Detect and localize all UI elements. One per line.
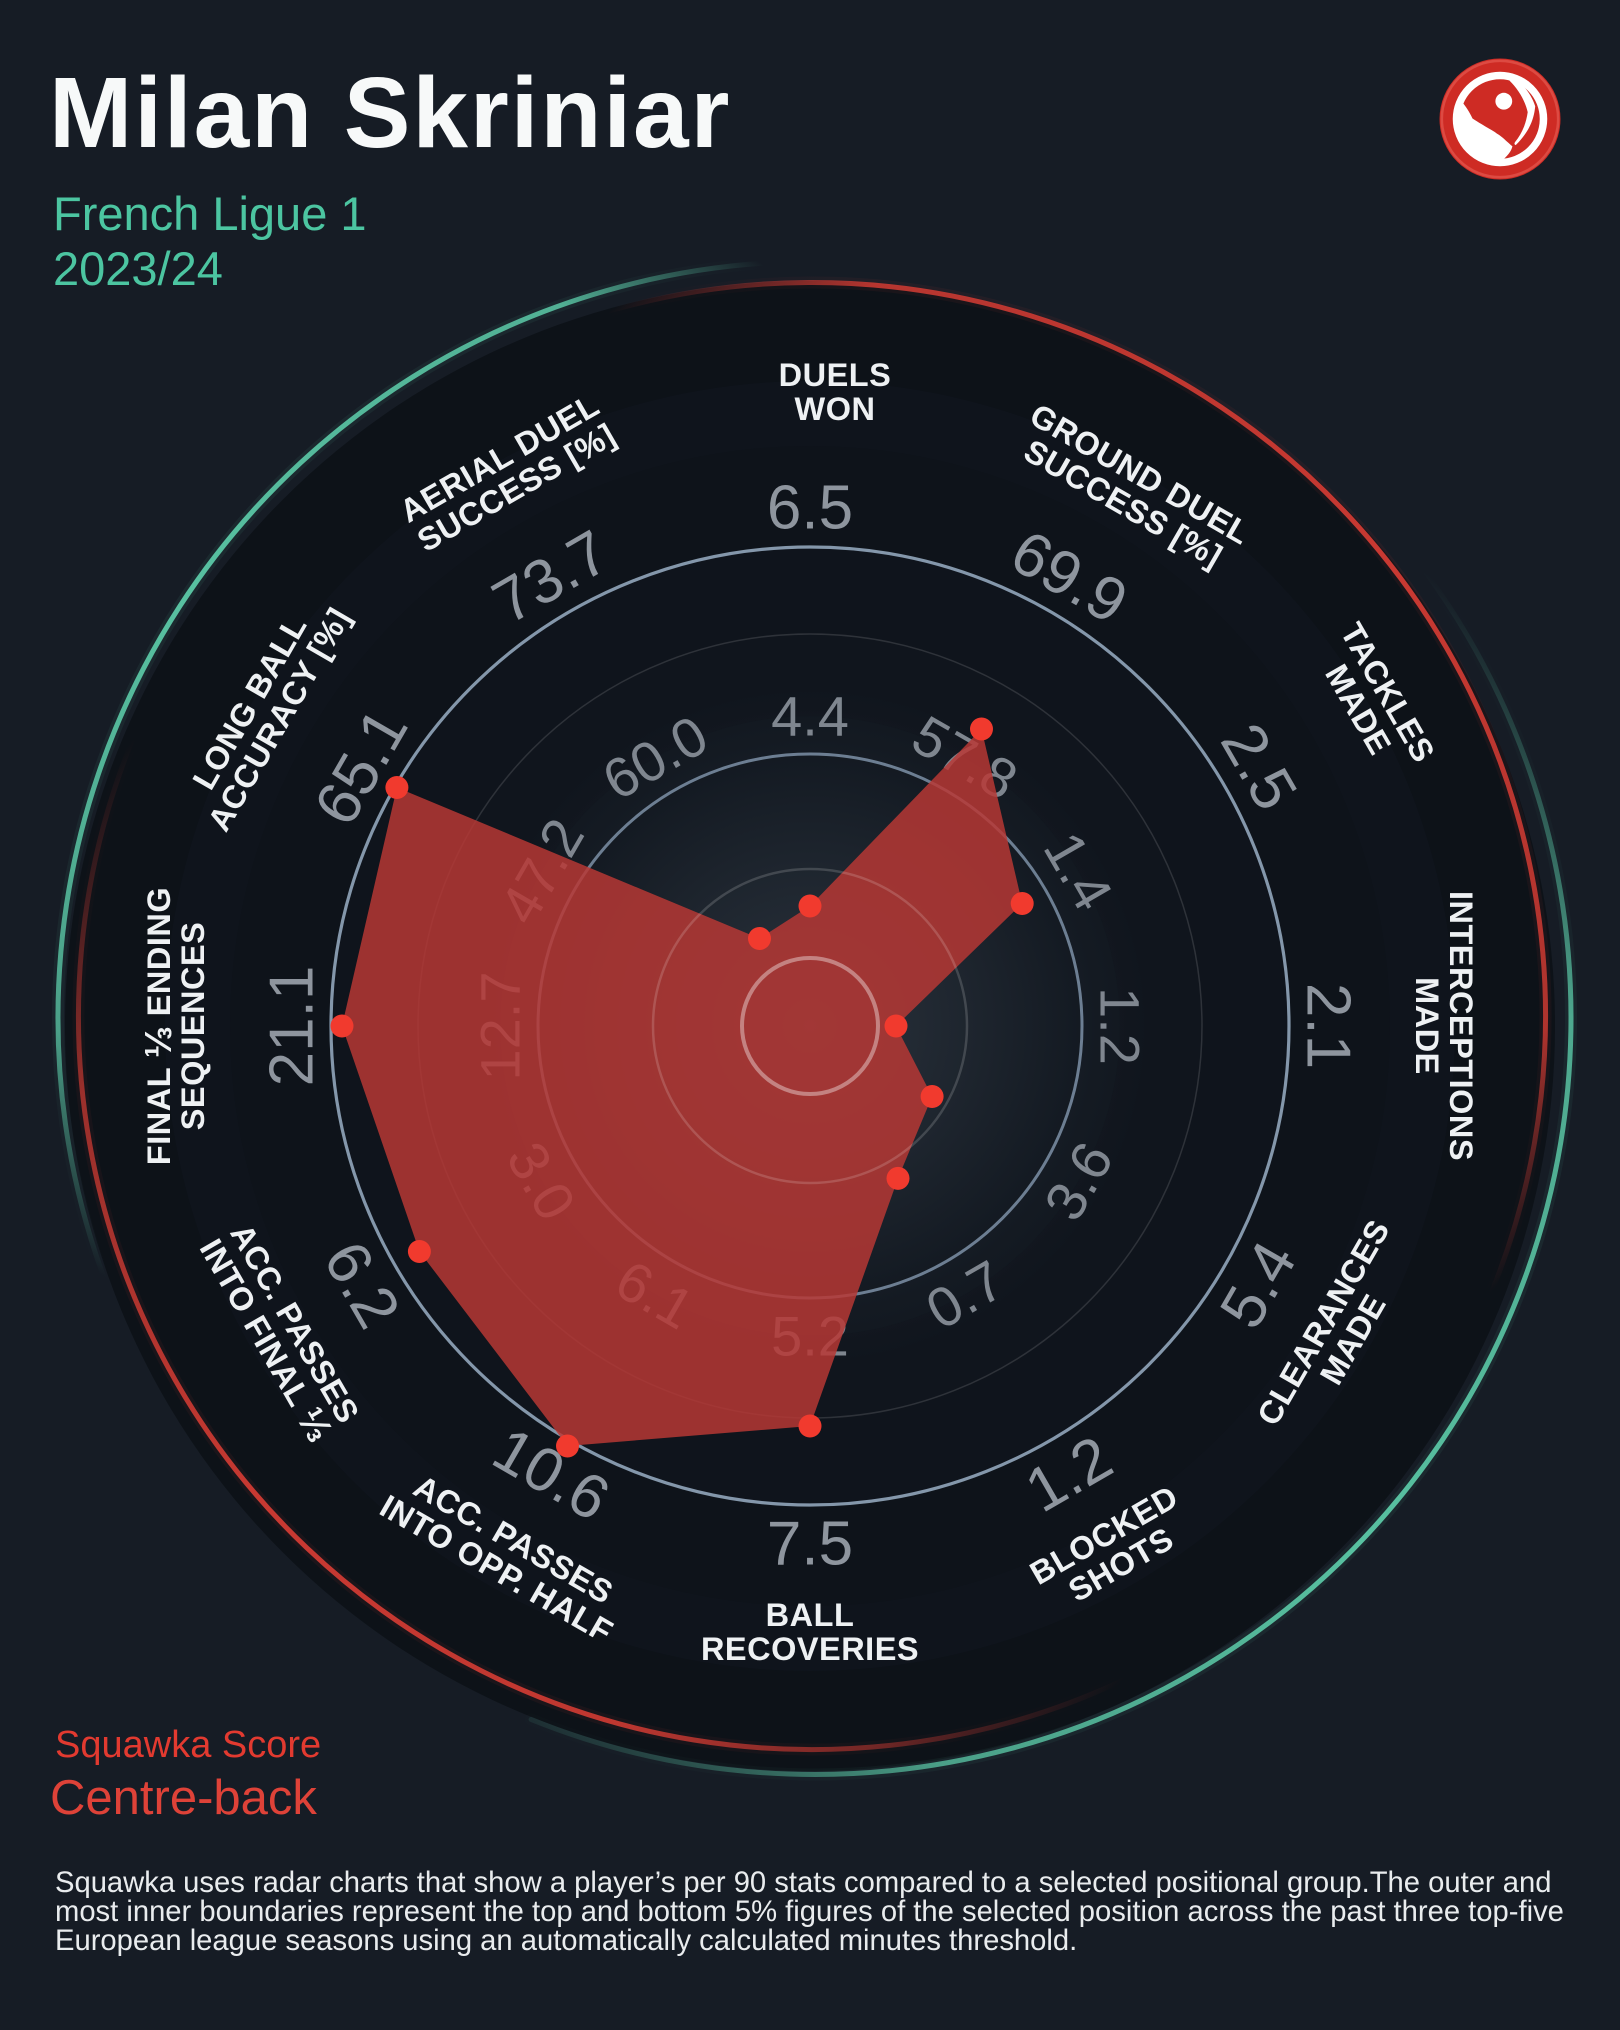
svg-text:BALL: BALL xyxy=(766,1597,855,1633)
svg-text:21.1: 21.1 xyxy=(258,966,327,1087)
svg-text:1.2: 1.2 xyxy=(1089,987,1152,1065)
svg-text:DUELS: DUELS xyxy=(779,357,892,393)
svg-text:MADE: MADE xyxy=(1409,977,1445,1075)
svg-text:RECOVERIES: RECOVERIES xyxy=(701,1631,919,1667)
svg-text:FINAL ⅓ ENDING: FINAL ⅓ ENDING xyxy=(138,887,180,1165)
svg-text:6.5: 6.5 xyxy=(767,474,853,543)
svg-text:WON: WON xyxy=(795,391,876,427)
svg-text:2.1: 2.1 xyxy=(1294,983,1363,1069)
svg-text:SEQUENCES: SEQUENCES xyxy=(175,922,211,1131)
svg-text:7.5: 7.5 xyxy=(767,1510,853,1579)
svg-text:INTERCEPTIONS: INTERCEPTIONS xyxy=(1443,891,1479,1161)
svg-text:4.4: 4.4 xyxy=(771,685,849,748)
